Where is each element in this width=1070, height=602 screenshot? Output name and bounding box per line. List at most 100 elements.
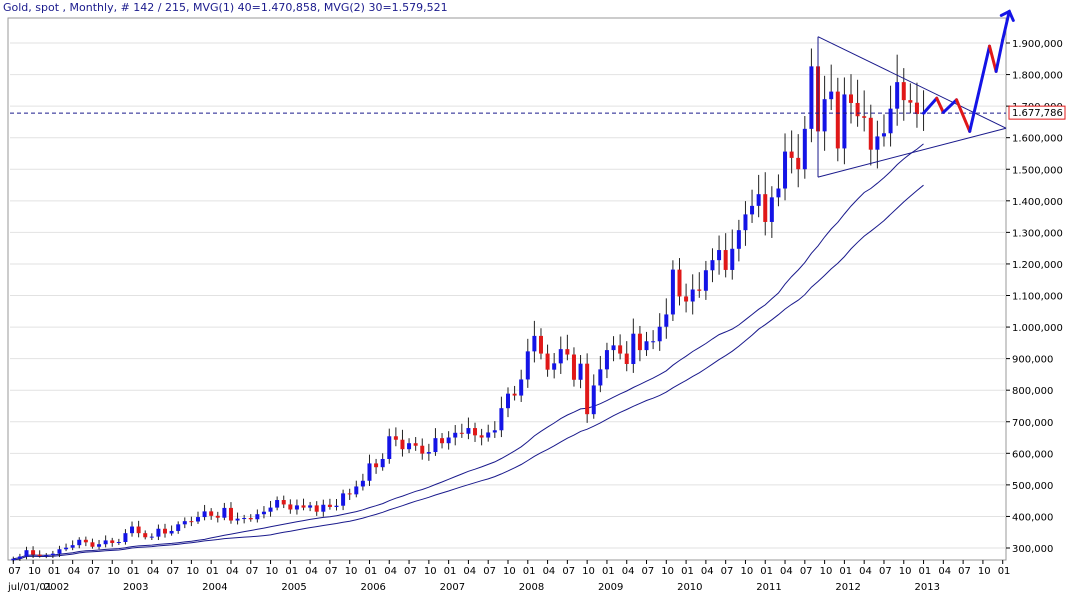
- projection-segment: [941, 98, 959, 114]
- last-price-marker: 1.677,786: [1008, 105, 1066, 120]
- x-year-label: 2009: [598, 582, 623, 593]
- y-tick-label: 1.200,000: [1012, 260, 1063, 271]
- candle-body: [367, 463, 372, 481]
- x-tick-label: 01: [998, 566, 1011, 577]
- x-tick-label: 10: [28, 566, 41, 577]
- y-tick-label: 300,000: [1012, 544, 1053, 555]
- x-tick-label: 10: [266, 566, 279, 577]
- y-tick-label: 1.100,000: [1012, 292, 1063, 303]
- candle-body: [578, 363, 583, 380]
- candle-body: [908, 100, 913, 103]
- x-tick-label: 10: [740, 566, 753, 577]
- candle-body: [637, 333, 642, 351]
- x-tick-label: 07: [958, 566, 971, 577]
- candle-body: [525, 351, 530, 380]
- candle-body: [136, 526, 141, 534]
- y-tick-label: 900,000: [1012, 355, 1053, 366]
- candle-body: [545, 353, 550, 370]
- candle-body: [486, 432, 491, 438]
- candle-body: [690, 289, 695, 302]
- candle-body: [202, 511, 207, 518]
- candle-body: [393, 436, 398, 440]
- chart-header: Gold, spot , Monthly, # 142 / 215, MVG(1…: [3, 1, 448, 14]
- x-year-label: 2003: [123, 582, 148, 593]
- ma-line: [13, 184, 924, 561]
- candle-body: [512, 393, 517, 396]
- candle-body: [842, 94, 847, 149]
- candle-body: [723, 250, 728, 270]
- x-tick-label: 01: [760, 566, 773, 577]
- x-year-label: 2008: [519, 582, 544, 593]
- candle-body: [558, 349, 563, 364]
- candle-body: [611, 345, 616, 351]
- y-tick-label: 1.800,000: [1012, 71, 1063, 82]
- projection-segment: [935, 96, 945, 114]
- candle-body: [83, 539, 88, 543]
- x-year-label: 2012: [835, 582, 860, 593]
- y-axis: 300,000 400,000 500,000 600,000 700,000 800,0…: [1006, 39, 1063, 555]
- candle-body: [565, 349, 570, 355]
- header-bar-count: # 142 / 215: [121, 1, 186, 14]
- candle-body: [426, 452, 431, 454]
- grid: [10, 42, 1006, 549]
- x-tick-label: 07: [167, 566, 180, 577]
- candle-body: [123, 533, 128, 543]
- x-tick-label: 07: [642, 566, 655, 577]
- x-year-label: 2002: [44, 582, 69, 593]
- candle-body: [440, 438, 445, 444]
- y-tick-label: 1.500,000: [1012, 165, 1063, 176]
- candle-body: [242, 518, 247, 520]
- candle-body: [796, 157, 801, 170]
- x-year-label: 2005: [281, 582, 306, 593]
- x-axis: 07 10 01 2002 04 07 10 01 2003 04 07 10 01 2004 04 07 10…: [7, 560, 1010, 593]
- candle-body: [868, 117, 873, 150]
- x-tick-label: 04: [147, 566, 160, 577]
- candle-body: [875, 136, 880, 150]
- x-year-label: 2004: [202, 582, 227, 593]
- x-tick-label: 10: [820, 566, 833, 577]
- x-year-label: jul/01/01: [7, 582, 52, 593]
- x-tick-label: 07: [562, 566, 575, 577]
- candle-body: [11, 558, 16, 561]
- candle-body: [354, 486, 359, 495]
- x-year-label: 2013: [915, 582, 940, 593]
- candle-body: [829, 91, 834, 100]
- candle-body: [591, 385, 596, 415]
- candle-body: [631, 333, 636, 364]
- projection-segment: [1001, 9, 1011, 42]
- candle-body: [37, 554, 42, 556]
- x-tick-label: 10: [424, 566, 437, 577]
- candle-body: [64, 547, 69, 550]
- y-tick-label: 1.300,000: [1012, 228, 1063, 239]
- candle-body: [248, 518, 253, 520]
- candle-body: [756, 194, 761, 206]
- candle-body: [143, 533, 148, 538]
- x-tick-label: 04: [543, 566, 556, 577]
- candle-body: [420, 445, 425, 454]
- projection-segment: [988, 44, 998, 73]
- candle-body: [604, 350, 609, 370]
- x-tick-label: 07: [721, 566, 734, 577]
- candle-body: [809, 66, 814, 129]
- candle-body: [453, 432, 458, 438]
- x-tick-label: 01: [523, 566, 536, 577]
- x-tick-label: 10: [107, 566, 120, 577]
- x-tick-label: 07: [879, 566, 892, 577]
- candle-body: [387, 436, 392, 459]
- projection-segment: [922, 96, 939, 115]
- x-tick-label: 10: [661, 566, 674, 577]
- candle-body: [848, 94, 853, 103]
- candle-body: [750, 205, 755, 215]
- candle-body: [294, 505, 299, 510]
- candle-body: [97, 544, 102, 547]
- candle-body: [703, 270, 708, 291]
- candle-body: [459, 432, 464, 434]
- x-tick-label: 01: [839, 566, 852, 577]
- candle-body: [789, 151, 794, 158]
- candle-body: [684, 296, 689, 302]
- y-tick-label: 500,000: [1012, 481, 1053, 492]
- candle-body: [50, 553, 55, 556]
- x-tick-label: 04: [622, 566, 635, 577]
- x-tick-label: 10: [186, 566, 199, 577]
